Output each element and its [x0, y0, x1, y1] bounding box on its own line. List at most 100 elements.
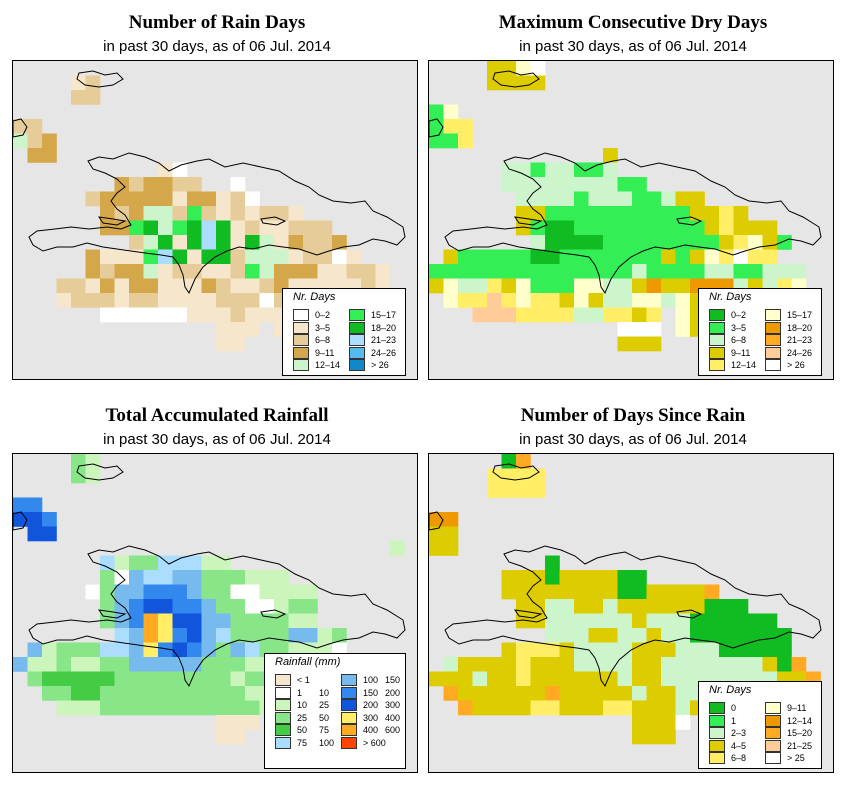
grid-cell [443, 278, 459, 294]
legend-label: 2–3 [731, 728, 747, 738]
grid-cell [172, 191, 188, 207]
grid-cell [114, 293, 130, 308]
panel-subtitle: in past 30 days, as of 06 Jul. 2014 [519, 431, 747, 448]
coastline-path [13, 118, 28, 138]
grid-cell [230, 671, 246, 687]
grid-cell [603, 235, 618, 250]
grid-cell [748, 264, 763, 279]
grid-cell [487, 483, 502, 498]
legend-swatch [765, 702, 781, 714]
grid-cell [172, 700, 188, 716]
grid-cell [646, 671, 662, 687]
grid-cell [230, 206, 246, 221]
coastline-path [513, 216, 543, 226]
grid-cell [675, 307, 691, 323]
grid-cell [661, 264, 676, 279]
legend-label: 21–25 [787, 740, 813, 751]
grid-cell [574, 671, 589, 687]
grid-cell [530, 584, 546, 600]
grid-cell [172, 206, 188, 221]
legend-swatch [341, 686, 357, 699]
grid-cell [42, 133, 57, 149]
coastline-path [676, 609, 703, 619]
grid-cell [216, 613, 231, 629]
legend-title: Nr. Days [709, 291, 752, 303]
grid-cell [158, 642, 173, 658]
legend-swatch [765, 714, 781, 727]
panel-title: Total Accumulated Rainfall [105, 405, 329, 426]
grid-cell [733, 220, 749, 236]
legend-label: 15–20 [787, 728, 813, 738]
grid-cell [646, 686, 662, 701]
grid-cell [690, 249, 705, 265]
coastline-path [97, 609, 127, 619]
legend-label: > 26 [371, 360, 389, 370]
grid-cell [216, 336, 231, 352]
grid-cell [71, 642, 86, 658]
grid-cell [574, 700, 589, 716]
grid-cell [472, 700, 488, 716]
grid-cell [487, 278, 502, 294]
grid-cell [603, 307, 618, 323]
panel-subtitle: in past 30 days, as of 06 Jul. 2014 [519, 38, 747, 55]
coastline-path [97, 216, 127, 226]
grid-cell [632, 235, 647, 250]
grid-cell [71, 700, 86, 716]
grid-cell [632, 729, 647, 745]
grid-cell [545, 293, 560, 308]
grid-cell [530, 75, 546, 91]
legend-swatch [341, 711, 357, 724]
grid-cell [390, 541, 405, 556]
grid-cell [143, 191, 159, 207]
grid-cell [530, 700, 546, 716]
grid-cell [158, 220, 173, 236]
legend-swatch [349, 359, 365, 371]
grid-cell [85, 686, 101, 701]
grid-cell [56, 642, 72, 658]
grid-cell [27, 512, 43, 527]
grid-cell [719, 206, 734, 221]
grid-cell [216, 584, 231, 600]
grid-cell [646, 715, 662, 730]
legend-swatch [765, 309, 781, 321]
grid-cell [172, 293, 188, 308]
grid-cell [429, 671, 444, 687]
grid-cell [114, 671, 130, 687]
grid-cell [158, 686, 173, 701]
grid-cell [158, 264, 173, 279]
grid-cell [530, 162, 546, 178]
legend-swatch [709, 309, 725, 321]
grid-cell [487, 293, 502, 308]
grid-cell [617, 206, 633, 221]
grid-cell [791, 264, 807, 279]
grid-cell [129, 628, 144, 643]
grid-cell [617, 293, 633, 308]
grid-cell [27, 642, 43, 658]
grid-cell [429, 526, 444, 542]
grid-cell [487, 657, 502, 672]
grid-cell [245, 715, 260, 730]
grid-cell [129, 278, 144, 294]
grid-cell [748, 613, 763, 629]
grid-cell [230, 642, 246, 658]
coastline-path [76, 463, 124, 481]
grid-cell [259, 307, 275, 323]
grid-cell [617, 177, 633, 192]
grid-cell [129, 613, 144, 629]
grid-cell [675, 642, 691, 658]
grid-cell [56, 278, 72, 294]
grid-cell [303, 613, 318, 629]
grid-cell [603, 293, 618, 308]
grid-cell [187, 307, 202, 323]
grid-cell [588, 657, 604, 672]
grid-cell [516, 570, 531, 585]
grid-cell [545, 177, 560, 192]
grid-cell [559, 307, 575, 323]
grid-cell [516, 599, 531, 614]
grid-cell [143, 584, 159, 600]
grid-cell [230, 235, 246, 250]
legend-swatch [765, 359, 781, 371]
grid-cell [100, 657, 115, 672]
grid-cell [545, 206, 560, 221]
grid-cell [603, 570, 618, 585]
